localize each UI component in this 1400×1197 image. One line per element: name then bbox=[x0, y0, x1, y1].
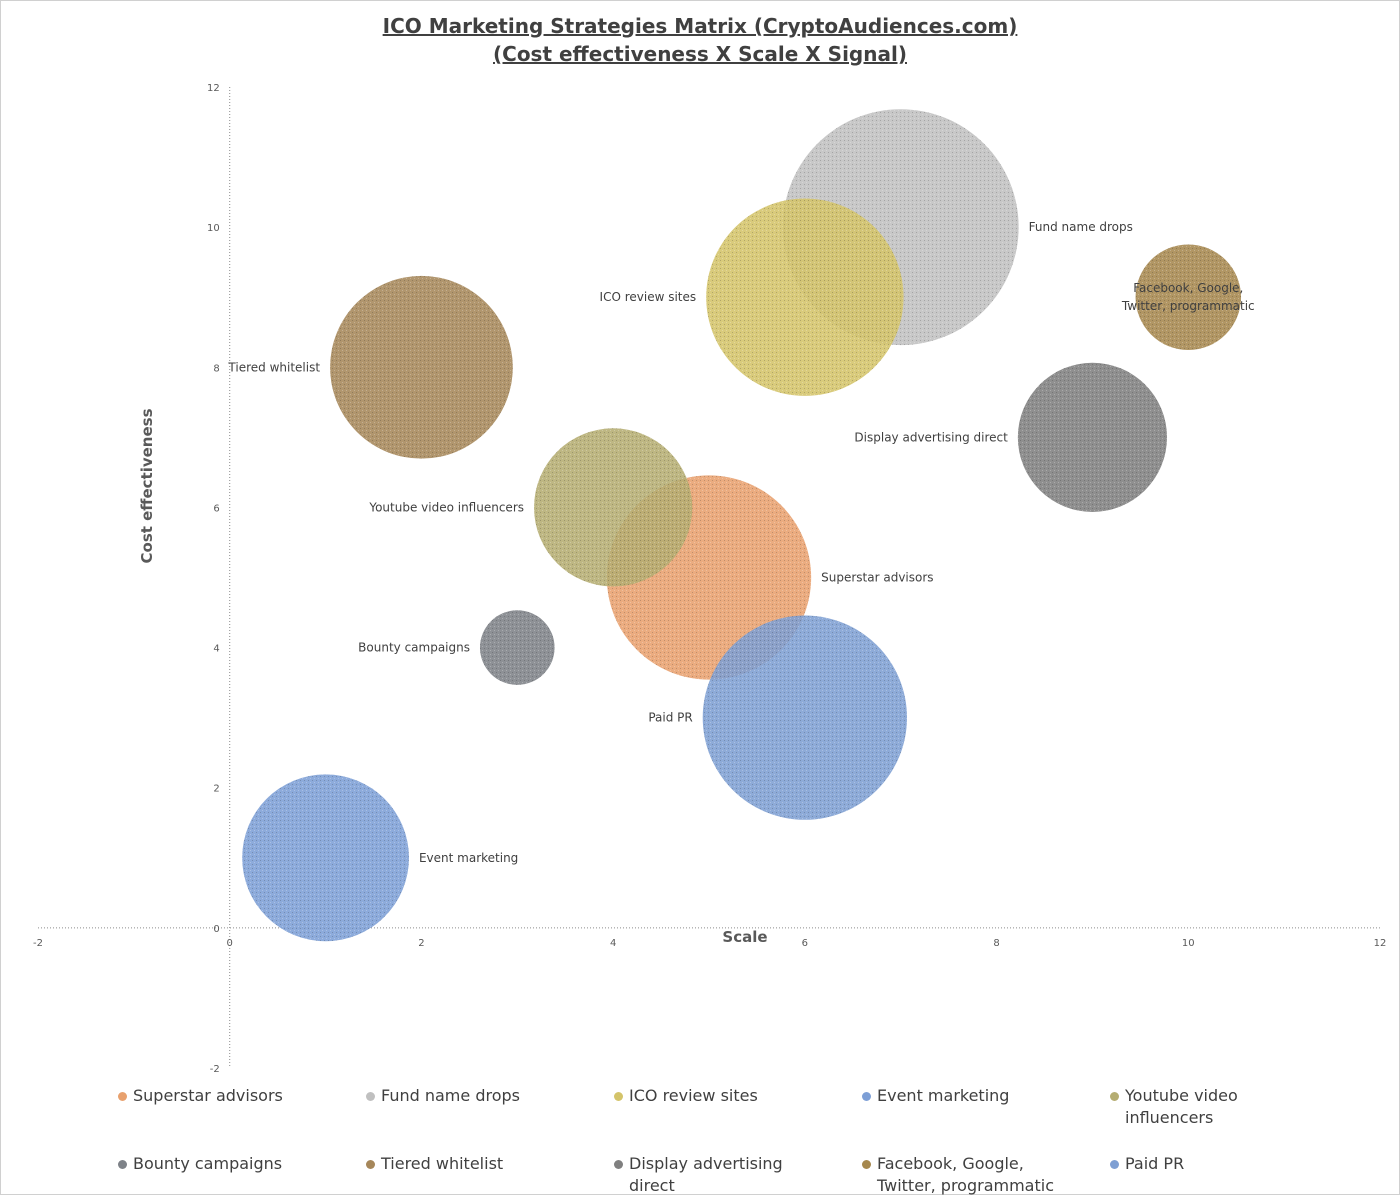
bubble-paid-pr bbox=[702, 615, 908, 820]
y-tick-label: 12 bbox=[207, 83, 220, 94]
legend-swatch-icon bbox=[118, 1160, 127, 1169]
bubble-texture bbox=[702, 615, 908, 820]
legend-label: Youtube video influencers bbox=[1125, 1086, 1238, 1127]
legend-swatch-icon bbox=[118, 1092, 127, 1101]
chart-title-line-1: ICO Marketing Strategies Matrix (CryptoA… bbox=[382, 14, 1018, 38]
bubble-bounty-campaigns bbox=[479, 610, 555, 685]
data-label-display-advertising-direct: Display advertising direct bbox=[854, 430, 1008, 444]
legend-item-ico-review-sites: ICO review sites bbox=[614, 1085, 862, 1129]
data-label-ico-review-sites: ICO review sites bbox=[600, 290, 697, 304]
data-label-facebook-google-twitter-programmatic: Twitter, programmatic bbox=[1121, 299, 1255, 313]
legend-swatch-icon bbox=[1110, 1160, 1119, 1169]
legend-item-display-advertising-direct: Display advertising direct bbox=[614, 1153, 862, 1197]
legend-swatch-icon bbox=[614, 1092, 623, 1101]
data-label-fund-name-drops: Fund name drops bbox=[1029, 220, 1133, 234]
legend: Superstar advisors Fund name drops ICO rev… bbox=[118, 1085, 1388, 1197]
legend-label: Paid PR bbox=[1125, 1154, 1185, 1173]
bubble-facebook-google-twitter-programmatic bbox=[1135, 244, 1242, 350]
legend-label: Display advertising direct bbox=[629, 1154, 783, 1195]
legend-label: Event marketing bbox=[877, 1086, 1010, 1105]
legend-item-facebook-google-twitter-programmatic: Facebook, Google, Twitter, programmatic bbox=[862, 1153, 1110, 1197]
x-tick-label: 2 bbox=[418, 938, 424, 949]
x-tick-label: 6 bbox=[802, 938, 808, 949]
legend-label: Bounty campaigns bbox=[133, 1154, 283, 1173]
bubble-texture bbox=[1017, 362, 1168, 512]
legend-label: Fund name drops bbox=[381, 1086, 520, 1105]
y-tick-label: -2 bbox=[210, 1064, 220, 1075]
y-tick-label: 4 bbox=[213, 644, 219, 655]
legend-swatch-icon bbox=[366, 1160, 375, 1169]
legend-swatch-icon bbox=[1110, 1092, 1119, 1101]
legend-item-bounty-campaigns: Bounty campaigns bbox=[118, 1153, 366, 1197]
legend-item-tiered-whitelist: Tiered whitelist bbox=[366, 1153, 614, 1197]
legend-swatch-icon bbox=[862, 1092, 871, 1101]
bubbles bbox=[242, 109, 1242, 942]
data-label-event-marketing: Event marketing bbox=[419, 851, 518, 865]
axes: -2 0 2 4 6 8 10 12 -2 0 2 4 6 8 10 12 Scale Cost effectiv… bbox=[33, 83, 1386, 1075]
y-tick-label: 10 bbox=[207, 223, 220, 234]
bubble-display-advertising-direct bbox=[1017, 362, 1168, 512]
legend-item-fund-name-drops: Fund name drops bbox=[366, 1085, 614, 1129]
x-tick-label: -2 bbox=[33, 938, 43, 949]
legend-item-youtube-video-influencers: Youtube video influencers bbox=[1110, 1085, 1358, 1129]
legend-label: Tiered whitelist bbox=[381, 1154, 504, 1173]
bubble-texture bbox=[330, 275, 513, 459]
legend-swatch-icon bbox=[614, 1160, 623, 1169]
bubble-texture bbox=[242, 774, 409, 942]
legend-label: ICO review sites bbox=[629, 1086, 758, 1105]
legend-item-event-marketing: Event marketing bbox=[862, 1085, 1110, 1129]
chart-title-line-2: (Cost effectiveness X Scale X Signal) bbox=[493, 42, 907, 66]
y-tick-label: 2 bbox=[213, 784, 219, 795]
legend-item-paid-pr: Paid PR bbox=[1110, 1153, 1358, 1197]
y-tick-label: 6 bbox=[213, 503, 219, 514]
x-tick-label: 4 bbox=[610, 938, 616, 949]
legend-label: Facebook, Google, Twitter, programmatic bbox=[877, 1154, 1054, 1195]
bubble-texture bbox=[1135, 244, 1242, 350]
data-label-bounty-campaigns: Bounty campaigns bbox=[358, 641, 470, 655]
legend-swatch-icon bbox=[366, 1092, 375, 1101]
data-label-facebook-google-twitter-programmatic: Facebook, Google, bbox=[1133, 281, 1243, 295]
bubble-youtube-video-influencers bbox=[534, 428, 693, 587]
bubble-texture bbox=[479, 610, 555, 685]
data-labels: Superstar advisors Fund name drops ICO rev… bbox=[227, 220, 1254, 865]
data-label-paid-pr: Paid PR bbox=[648, 711, 692, 725]
bubble-texture bbox=[706, 198, 904, 396]
data-label-superstar-advisors: Superstar advisors bbox=[821, 571, 933, 585]
data-label-tiered-whitelist: Tiered whitelist bbox=[227, 360, 320, 374]
bubble-tiered-whitelist bbox=[330, 275, 513, 459]
y-axis-title: Cost effectiveness bbox=[138, 408, 156, 563]
x-tick-label: 0 bbox=[227, 938, 233, 949]
bubble-event-marketing bbox=[242, 774, 409, 942]
legend-label: Superstar advisors bbox=[133, 1086, 283, 1105]
legend-swatch-icon bbox=[862, 1160, 871, 1169]
x-tick-label: 10 bbox=[1182, 938, 1195, 949]
chart-title: ICO Marketing Strategies Matrix (CryptoA… bbox=[0, 12, 1400, 68]
bubble-ico-review-sites bbox=[706, 198, 904, 396]
bubble-chart: -2 0 2 4 6 8 10 12 -2 0 2 4 6 8 10 12 Scale Cost effectiv… bbox=[33, 83, 1386, 1075]
x-tick-label: 12 bbox=[1374, 938, 1387, 949]
legend-item-superstar-advisors: Superstar advisors bbox=[118, 1085, 366, 1129]
y-tick-label: 8 bbox=[213, 363, 219, 374]
bubble-texture bbox=[534, 428, 693, 587]
data-label-youtube-video-influencers: Youtube video influencers bbox=[368, 500, 524, 514]
y-tick-label: 0 bbox=[213, 924, 219, 935]
x-tick-label: 8 bbox=[993, 938, 999, 949]
x-axis-title: Scale bbox=[722, 928, 767, 946]
